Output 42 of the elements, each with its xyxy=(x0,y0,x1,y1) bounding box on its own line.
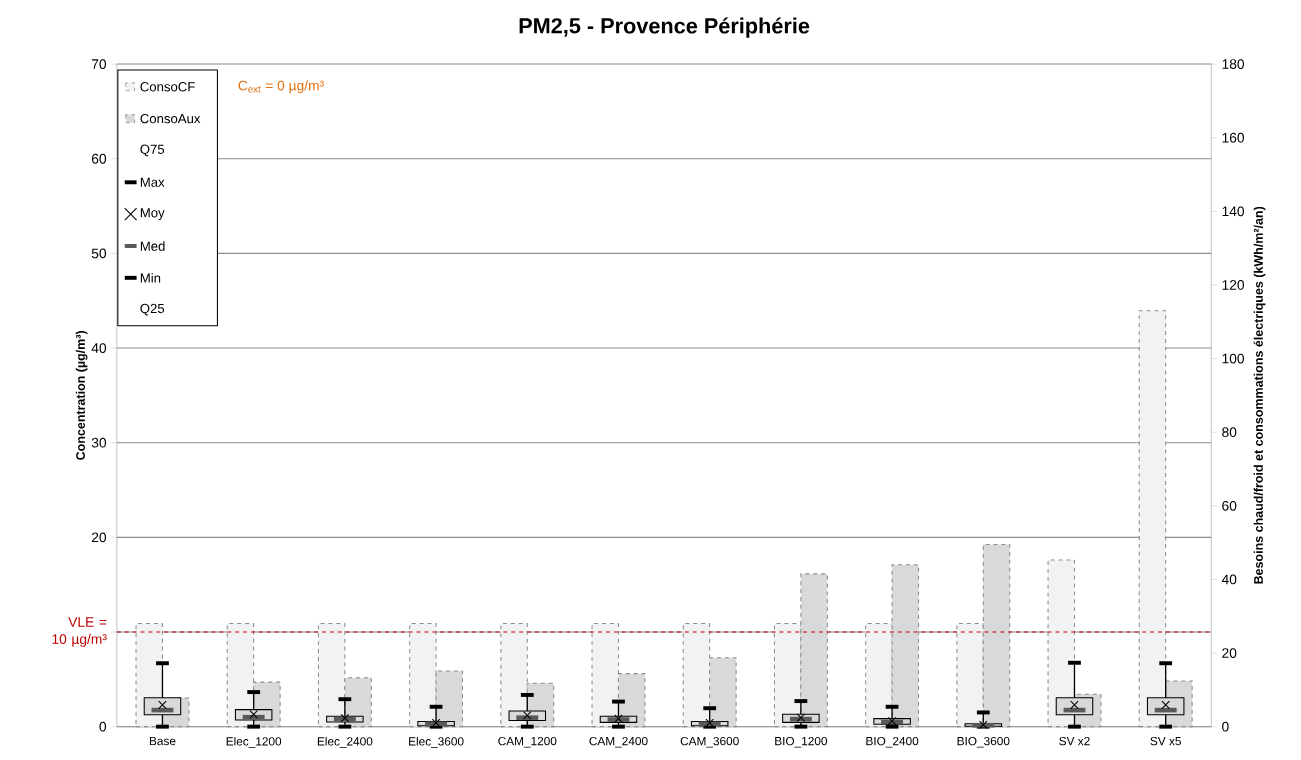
y2-tick-label: 0 xyxy=(1222,721,1229,732)
x-tick-label: CAM_2400 xyxy=(589,736,648,748)
y-tick-label: 70 xyxy=(91,59,107,69)
annotation: Min xyxy=(140,273,161,283)
annotation: Q25 xyxy=(140,303,165,316)
annotation: Max xyxy=(140,177,165,187)
y2-tick-label: 180 xyxy=(1222,59,1245,69)
legend-label: ConsoCF xyxy=(140,82,195,92)
x-tick-label: Elec_2400 xyxy=(317,736,373,748)
y2-tick-label: 80 xyxy=(1222,427,1237,437)
x-tick-label: BIO_1200 xyxy=(775,736,828,748)
legend-label: ConsoAux xyxy=(140,113,201,124)
y2-tick-label: 60 xyxy=(1222,500,1237,511)
y2-tick-label: 100 xyxy=(1222,353,1245,364)
y-tick-label: 20 xyxy=(91,532,107,543)
y-tick-label: 40 xyxy=(91,343,107,353)
y-axis-title: Concentration (µg/m³) xyxy=(75,330,88,460)
x-tick-label: SV x5 xyxy=(1150,736,1181,746)
x-tick-label: Elec_3600 xyxy=(409,736,464,748)
x-tick-label: CAM_3600 xyxy=(680,736,739,748)
y-tick-label: 0 xyxy=(99,721,107,732)
y2-tick-label: 20 xyxy=(1222,648,1237,658)
x-tick-label: BIO_2400 xyxy=(866,736,919,748)
ref-line-label: VLE = 10 µg/m³ xyxy=(52,617,107,647)
y2-tick-label: 140 xyxy=(1222,206,1245,217)
annotation: Moy xyxy=(140,208,165,220)
x-tick-label: Elec_1200 xyxy=(226,736,282,748)
x-tick-label: SV x2 xyxy=(1059,736,1090,746)
y2-tick-label: 120 xyxy=(1222,279,1245,290)
y2-axis-title: Besoins chaud/froid et consommations électriques (kWh/m²/an) xyxy=(1253,206,1266,584)
chart-title: PM2,5 - Provence Périphérie xyxy=(519,17,810,38)
y-tick-label: 60 xyxy=(91,153,107,164)
x-tick-label: BIO_3600 xyxy=(957,736,1010,748)
annotation: Q75 xyxy=(140,144,165,157)
y-tick-label: 30 xyxy=(91,437,107,448)
y2-tick-label: 40 xyxy=(1221,574,1237,585)
x-tick-label: CAM_1200 xyxy=(498,736,557,748)
annotation: Med xyxy=(140,241,165,251)
annotation: C$_{ext}$ = 0 µg/m³ xyxy=(238,80,324,94)
y2-tick-label: 160 xyxy=(1222,132,1245,143)
x-tick-label: Base xyxy=(149,736,176,746)
y-tick-label: 50 xyxy=(91,248,107,259)
